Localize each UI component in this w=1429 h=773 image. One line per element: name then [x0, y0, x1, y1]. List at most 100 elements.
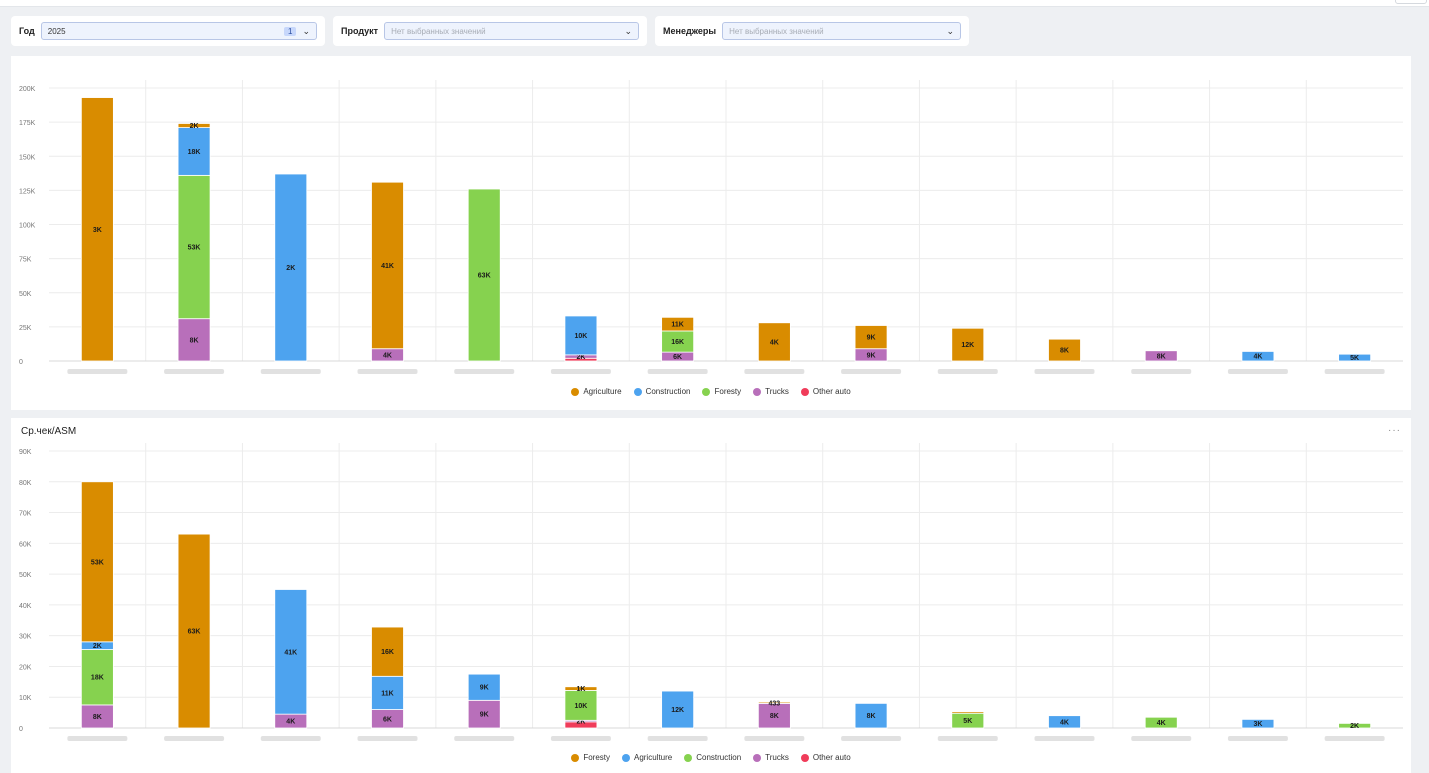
bar-stack[interactable]: 8K 53K 18K 2K: [177, 123, 211, 362]
legend-item[interactable]: Foresty: [702, 387, 741, 396]
bar-segment[interactable]: [951, 711, 985, 714]
bar-segment[interactable]: [661, 690, 695, 729]
bar-stack[interactable]: 6K 16K 11K: [661, 316, 695, 362]
bar-segment[interactable]: [1241, 351, 1275, 362]
y-tick-label: 200K: [19, 86, 36, 93]
bar-segment[interactable]: [371, 181, 404, 350]
bar-stack[interactable]: 5K: [951, 711, 985, 729]
bar-stack[interactable]: 2K 10K: [564, 315, 598, 362]
bar-segment[interactable]: [564, 686, 598, 691]
legend-item[interactable]: Agriculture: [571, 387, 622, 396]
bar-stack[interactable]: 3K: [1241, 718, 1275, 729]
bar-stack[interactable]: 4K 41K: [371, 181, 404, 362]
bar-segment[interactable]: [1048, 338, 1081, 362]
bar-data-label: 4K: [286, 719, 295, 726]
bar-segment[interactable]: [1241, 718, 1275, 729]
managers-filter[interactable]: Менеджеры Нет выбранных значений ⌄: [655, 16, 969, 46]
bar-segment[interactable]: [371, 675, 404, 710]
bar-stack[interactable]: 8K 18K 2K 53K: [80, 481, 114, 729]
legend-item[interactable]: Trucks: [753, 387, 789, 396]
chevron-down-icon[interactable]: ⌄: [302, 25, 310, 36]
bar-stack[interactable]: 9K 9K: [854, 325, 888, 362]
bar-data-label: 16K: [671, 339, 684, 346]
bar-segment[interactable]: [274, 589, 308, 715]
bar-stack[interactable]: 4K: [1048, 715, 1081, 729]
bar-stack[interactable]: 12K: [951, 327, 985, 362]
bar-stack[interactable]: 63K: [177, 533, 211, 729]
legend-item[interactable]: Foresty: [571, 753, 610, 762]
bar-segment[interactable]: [951, 327, 985, 362]
legend-item[interactable]: Agriculture: [621, 753, 672, 762]
year-filter[interactable]: Год 2025 1 ⌄: [11, 16, 325, 46]
x-tick-label-redacted: [1324, 369, 1385, 374]
x-tick-label-redacted: [647, 369, 708, 374]
bar-stack[interactable]: 8K 433: [757, 700, 791, 729]
product-filter[interactable]: Продукт Нет выбранных значений ⌄: [333, 16, 647, 46]
bar-stack[interactable]: 4K 41K: [274, 589, 308, 729]
bar-stack[interactable]: 63K: [467, 188, 501, 362]
bar-segment[interactable]: [1048, 715, 1081, 729]
chevron-down-icon[interactable]: ⌄: [624, 25, 632, 36]
bar-stack[interactable]: 2K: [1338, 722, 1372, 730]
product-select[interactable]: Нет выбранных значений ⌄: [384, 22, 639, 40]
bar-segment[interactable]: [1144, 350, 1178, 362]
bar-segment[interactable]: [80, 97, 114, 362]
bar-segment[interactable]: [177, 127, 211, 176]
bar-segment[interactable]: [661, 316, 695, 332]
bar-segment[interactable]: [854, 325, 888, 350]
bar-segment[interactable]: [274, 173, 308, 362]
more-dots-icon[interactable]: ···: [1388, 425, 1401, 436]
bar-segment[interactable]: [854, 702, 888, 729]
bar-stack[interactable]: 2K: [274, 173, 308, 362]
bar-segment[interactable]: [1338, 353, 1372, 362]
legend-item[interactable]: Other auto: [800, 387, 851, 396]
bar-stack[interactable]: 2K 10K 1K: [564, 686, 598, 729]
chart2-svg: 0 10K 20K 30K 40K 50K 60K 70K 80K 90K 8K 18K 2K 53K 63…: [19, 443, 1403, 741]
bar-stack[interactable]: 3K: [80, 97, 114, 362]
legend-item[interactable]: Trucks: [753, 753, 789, 762]
chevron-down-icon[interactable]: ⌄: [946, 25, 954, 36]
bar-stack[interactable]: 4K: [757, 322, 791, 362]
bar-segment[interactable]: [80, 481, 114, 643]
bar-segment[interactable]: [467, 673, 501, 701]
corner-control[interactable]: [1395, 0, 1427, 4]
bar-data-label: 6K: [383, 716, 392, 723]
year-select[interactable]: 2025 1 ⌄: [40, 22, 317, 40]
legend-label: Foresty: [714, 387, 742, 396]
bar-stack[interactable]: 6K 11K 16K: [371, 626, 404, 729]
x-tick-label-redacted: [841, 369, 902, 374]
bar-data-label: 3K: [1253, 721, 1262, 728]
bar-stack[interactable]: 8K: [1144, 350, 1178, 362]
legend-dot-icon: [621, 753, 630, 762]
bar-stack[interactable]: 8K: [1048, 338, 1081, 362]
bar-stack[interactable]: 9K 9K: [467, 673, 501, 729]
bar-segment[interactable]: [177, 123, 211, 128]
bar-stack[interactable]: 4K: [1144, 716, 1178, 729]
legend-dot-icon: [684, 753, 693, 762]
bar-segment[interactable]: [177, 174, 211, 320]
bar-stack[interactable]: 4K: [1241, 351, 1275, 362]
bar-segment[interactable]: [467, 188, 501, 362]
managers-select[interactable]: Нет выбранных значений ⌄: [722, 22, 961, 40]
bar-stack[interactable]: 8K: [854, 702, 888, 729]
legend-item[interactable]: Construction: [684, 753, 741, 762]
legend-item[interactable]: Other auto: [800, 753, 851, 762]
bar-segment[interactable]: [177, 533, 211, 729]
bar-segment[interactable]: [564, 690, 598, 721]
bar-segment[interactable]: [757, 701, 791, 704]
bar-segment[interactable]: [1338, 722, 1372, 729]
chart1-legend: Agriculture Construction Foresty Trucks Othe…: [11, 387, 1411, 396]
legend-item[interactable]: Construction: [633, 387, 690, 396]
bar-stack[interactable]: 5K: [1338, 353, 1372, 362]
bar-segment[interactable]: [80, 649, 114, 706]
y-tick-label: 90K: [19, 449, 32, 456]
bar-segment[interactable]: [1144, 716, 1178, 729]
bar-stack[interactable]: 12K: [661, 690, 695, 729]
bar-segment[interactable]: [371, 626, 404, 677]
bar-segment[interactable]: [757, 322, 791, 362]
bar-segment[interactable]: [564, 315, 598, 356]
bar-data-label: 10K: [575, 703, 588, 710]
managers-filter-label: Менеджеры: [663, 26, 717, 36]
bar-segment[interactable]: [177, 318, 211, 362]
bar-data-label: 8K: [190, 337, 199, 344]
